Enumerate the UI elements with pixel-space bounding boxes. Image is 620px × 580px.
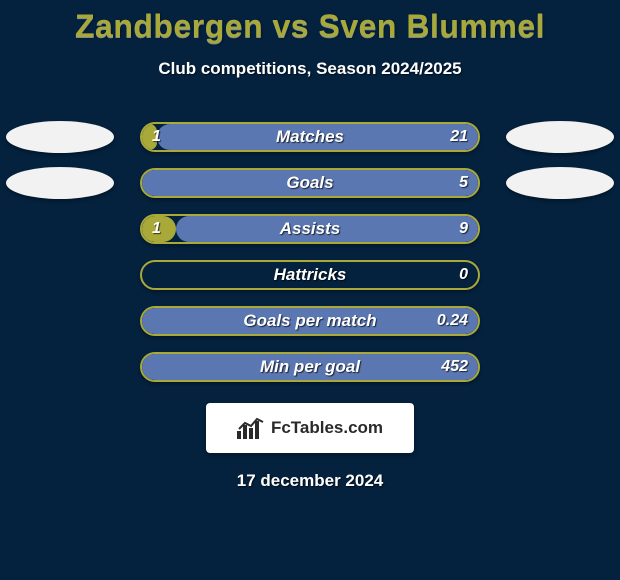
date-text: 17 december 2024 [0,471,620,491]
stat-row: Goals per match0.24 [0,299,620,345]
stat-bar-track [140,168,480,198]
stat-bar-fill-left [142,216,176,242]
stat-row: Assists19 [0,207,620,253]
stat-bar-fill-right [142,308,478,334]
stat-bar-track [140,306,480,336]
player-right-avatar [506,121,614,153]
fctables-logo-icon [237,417,265,439]
fctables-badge: FcTables.com [206,403,414,453]
page-title: Zandbergen vs Sven Blummel [0,8,620,45]
stat-bar-fill-right [176,216,478,242]
stat-row: Goals5 [0,161,620,207]
stat-bar-track [140,214,480,244]
stat-row: Min per goal452 [0,345,620,391]
stat-bar-track [140,122,480,152]
fctables-badge-text: FcTables.com [271,418,383,438]
comparison-infographic: Zandbergen vs Sven Blummel Club competit… [0,0,620,580]
player-right-avatar [506,167,614,199]
stat-row: Matches121 [0,115,620,161]
player-left-avatar [6,167,114,199]
stat-bar-track [140,260,480,290]
stat-bar-fill-right [142,170,478,196]
stat-bar-fill-left [142,124,157,150]
player-left-avatar [6,121,114,153]
stat-bar-fill-right [157,124,478,150]
stat-bars: Matches121Goals5Assists19Hattricks0Goals… [0,115,620,391]
stat-bar-fill-right [142,354,478,380]
stat-bar-track [140,352,480,382]
stat-row: Hattricks0 [0,253,620,299]
page-subtitle: Club competitions, Season 2024/2025 [0,59,620,79]
